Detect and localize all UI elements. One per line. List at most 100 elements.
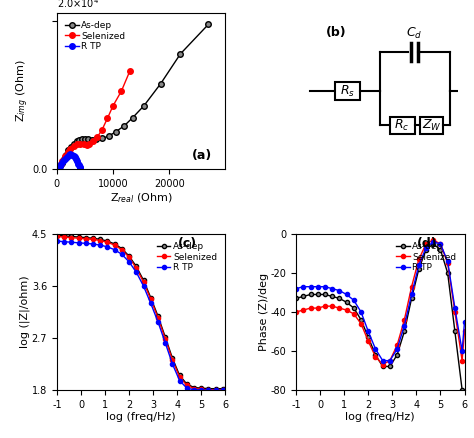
R TP xyxy=(72,155,78,160)
Selenized xyxy=(76,236,82,241)
As-dep xyxy=(134,264,139,269)
Selenized xyxy=(373,354,378,359)
R TP xyxy=(462,319,467,325)
Selenized xyxy=(351,311,356,317)
R TP xyxy=(75,161,81,166)
R TP xyxy=(293,286,299,291)
R TP xyxy=(445,259,450,264)
Selenized xyxy=(62,154,68,159)
As-dep xyxy=(322,292,328,297)
R TP xyxy=(358,309,364,314)
As-dep xyxy=(106,134,111,139)
Selenized xyxy=(118,88,124,94)
R TP xyxy=(77,165,82,170)
As-dep xyxy=(308,292,313,297)
Text: (d): (d) xyxy=(417,237,438,250)
As-dep xyxy=(63,152,69,157)
R TP xyxy=(77,166,83,171)
As-dep xyxy=(141,278,146,283)
R TP xyxy=(69,152,75,157)
Selenized xyxy=(213,387,219,392)
R TP xyxy=(56,165,62,170)
Selenized xyxy=(162,336,168,341)
Selenized xyxy=(358,321,364,326)
Y-axis label: Phase (Z)/deg: Phase (Z)/deg xyxy=(259,273,269,351)
R TP xyxy=(351,298,356,303)
Selenized xyxy=(119,247,125,252)
As-dep xyxy=(387,364,393,369)
R TP xyxy=(184,385,190,391)
Selenized xyxy=(438,241,443,247)
Selenized xyxy=(105,116,110,121)
Selenized xyxy=(206,387,211,392)
As-dep xyxy=(222,386,228,391)
R TP xyxy=(199,387,204,392)
Selenized xyxy=(134,265,139,271)
As-dep xyxy=(409,296,414,301)
Selenized xyxy=(184,382,190,388)
R TP xyxy=(170,361,175,367)
R TP xyxy=(73,156,79,162)
As-dep xyxy=(213,386,219,391)
X-axis label: log (freq/Hz): log (freq/Hz) xyxy=(106,412,176,422)
As-dep xyxy=(121,123,127,128)
Selenized xyxy=(110,103,116,109)
Selenized xyxy=(308,305,313,311)
Selenized xyxy=(452,309,458,314)
As-dep xyxy=(438,247,443,252)
Selenized xyxy=(401,317,407,322)
Line: As-dep: As-dep xyxy=(55,233,228,391)
As-dep xyxy=(423,247,429,252)
As-dep xyxy=(170,356,175,361)
Selenized xyxy=(84,142,90,148)
As-dep xyxy=(199,385,204,391)
As-dep xyxy=(365,335,371,340)
As-dep xyxy=(61,156,66,162)
R TP xyxy=(373,346,378,352)
R TP xyxy=(177,378,182,383)
Bar xyxy=(390,117,415,134)
Selenized xyxy=(394,343,400,348)
R TP xyxy=(66,152,72,158)
Selenized xyxy=(78,141,83,146)
R TP xyxy=(62,156,68,162)
As-dep xyxy=(452,329,458,334)
R TP xyxy=(126,259,132,265)
R TP xyxy=(206,388,211,393)
As-dep xyxy=(82,136,88,141)
R TP xyxy=(329,286,335,291)
R TP xyxy=(301,284,306,290)
Selenized xyxy=(409,284,414,290)
R TP xyxy=(76,240,82,245)
Selenized xyxy=(126,254,132,260)
R TP xyxy=(365,329,371,334)
Selenized xyxy=(94,134,100,140)
Selenized xyxy=(67,146,73,152)
As-dep xyxy=(177,373,182,378)
Selenized xyxy=(91,139,96,144)
Selenized xyxy=(54,234,60,239)
Selenized xyxy=(83,236,89,241)
Text: $R_c$: $R_c$ xyxy=(394,118,410,133)
As-dep xyxy=(56,166,62,171)
R TP xyxy=(155,319,161,325)
Line: R TP: R TP xyxy=(55,239,228,392)
Line: As-dep: As-dep xyxy=(56,21,211,171)
Line: R TP: R TP xyxy=(55,152,83,171)
As-dep xyxy=(162,334,168,339)
As-dep xyxy=(97,237,103,242)
Selenized xyxy=(423,241,429,247)
As-dep xyxy=(459,387,465,392)
Selenized xyxy=(60,158,65,163)
As-dep xyxy=(90,236,96,241)
Selenized xyxy=(56,164,62,170)
As-dep xyxy=(85,137,91,142)
Selenized xyxy=(170,357,175,363)
R TP xyxy=(430,239,436,244)
Selenized xyxy=(71,143,77,148)
As-dep xyxy=(126,254,132,259)
As-dep xyxy=(79,137,85,142)
Bar xyxy=(335,81,360,100)
Legend: As-dep, Selenized, R TP: As-dep, Selenized, R TP xyxy=(153,239,221,276)
As-dep xyxy=(155,314,161,319)
